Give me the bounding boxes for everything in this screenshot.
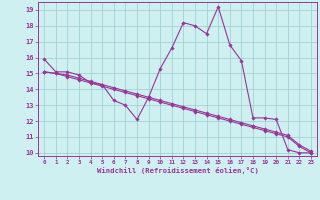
X-axis label: Windchill (Refroidissement éolien,°C): Windchill (Refroidissement éolien,°C) [97, 167, 259, 174]
